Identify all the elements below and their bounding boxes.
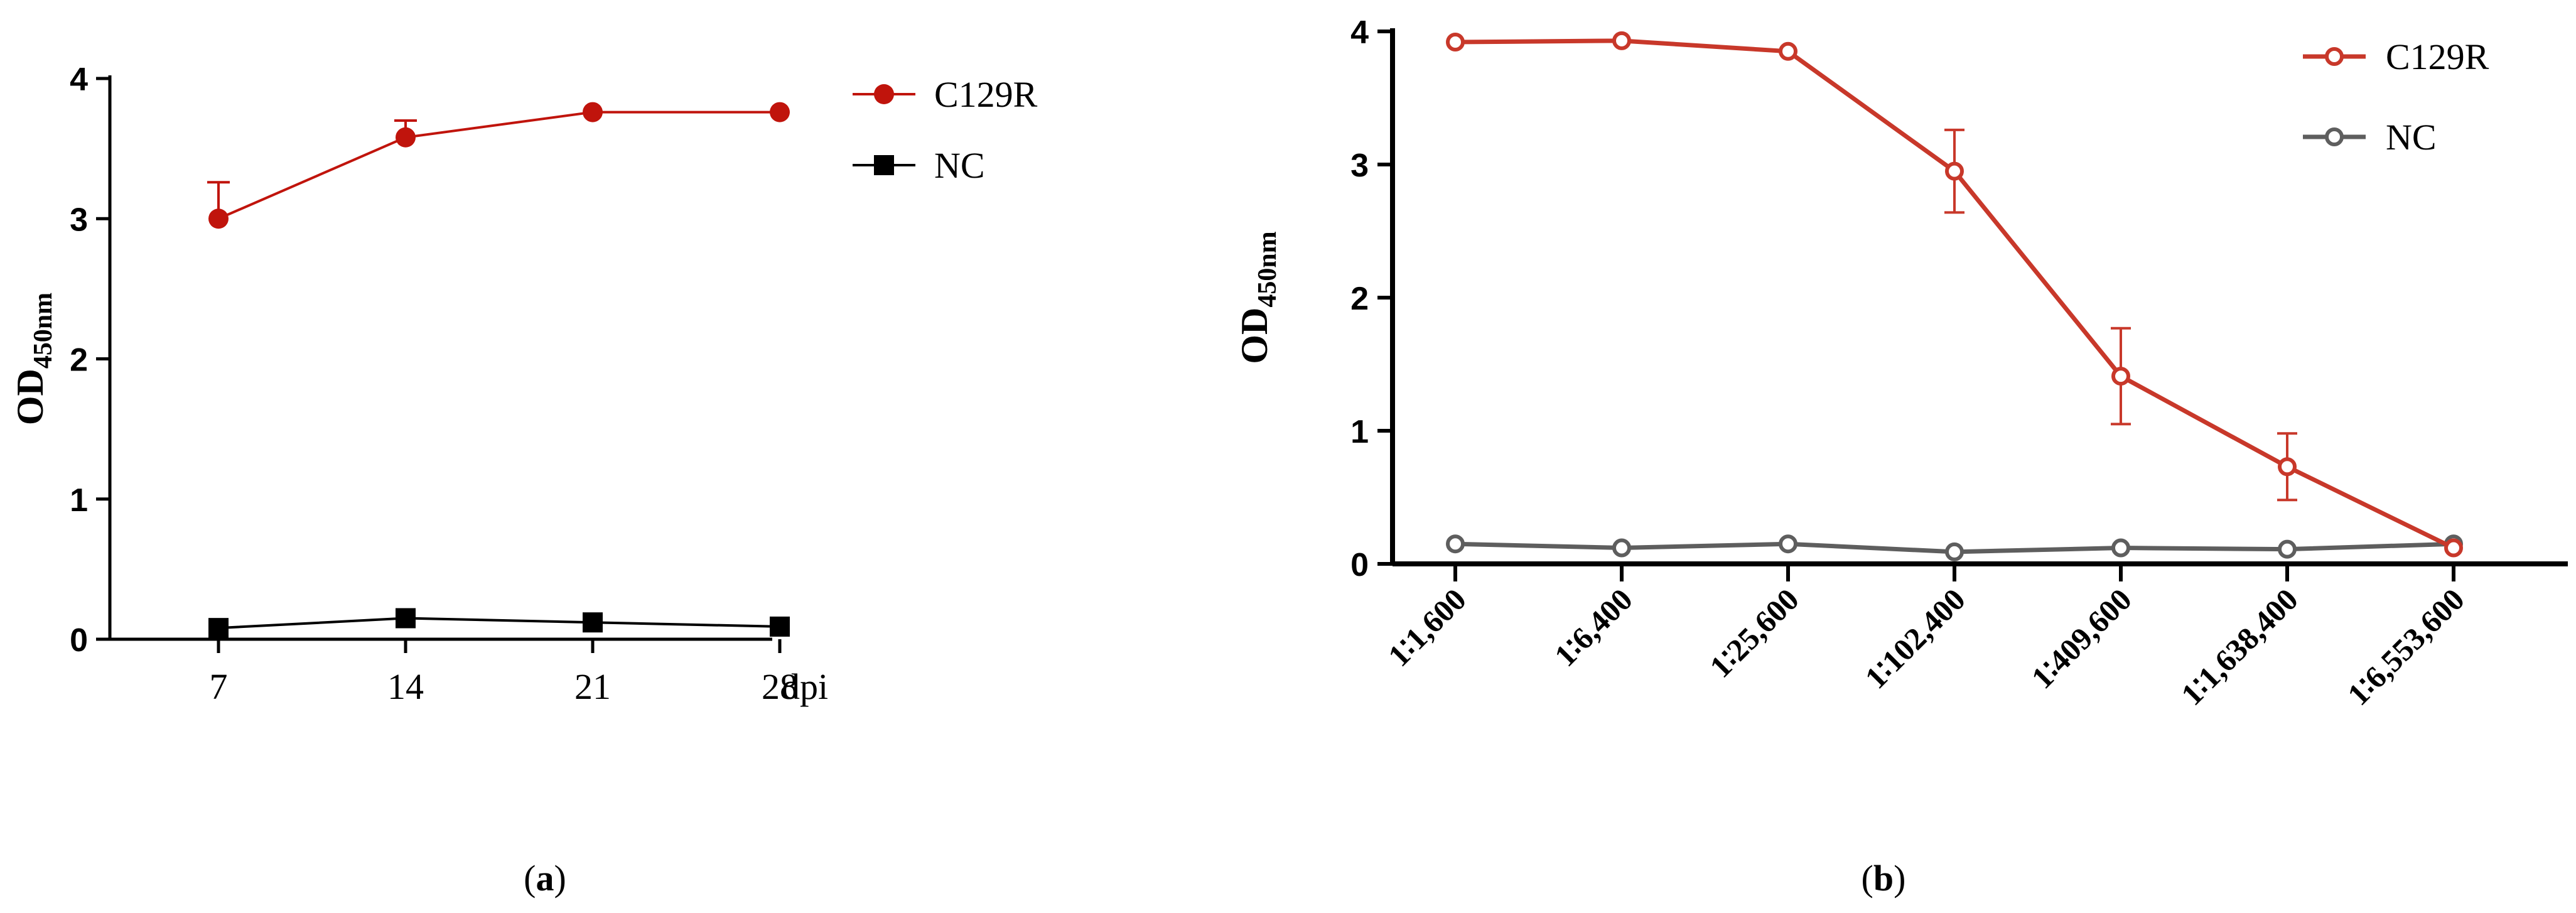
x-unit-label: dpi bbox=[782, 666, 828, 707]
y-tick-label: 1 bbox=[70, 482, 88, 519]
series-line-nc bbox=[218, 617, 780, 630]
data-point-nc bbox=[1446, 534, 1465, 554]
data-point-nc bbox=[583, 612, 603, 633]
x-tick-label: 1∶409,600 bbox=[2024, 581, 2138, 695]
x-tick-label: 1∶25,600 bbox=[1703, 581, 1806, 684]
x-tick-label: 21 bbox=[574, 666, 611, 707]
legend-marker-c129r bbox=[874, 84, 894, 104]
legend-marker-nc bbox=[874, 155, 894, 175]
x-tick-label: 1∶1,600 bbox=[1381, 581, 1473, 673]
x-tick-label: 1∶6,400 bbox=[1548, 581, 1639, 673]
data-point-nc bbox=[1779, 534, 1797, 554]
x-tick-label: 7 bbox=[210, 666, 228, 707]
y-tick-label: 0 bbox=[70, 622, 88, 659]
y-tick-label: 3 bbox=[1350, 148, 1369, 184]
data-point-c129r bbox=[1779, 41, 1797, 61]
legend-label-c129r: C129R bbox=[934, 74, 1038, 115]
legend-label-nc: NC bbox=[2386, 117, 2437, 158]
data-point-c129r bbox=[2444, 538, 2463, 558]
data-point-c129r bbox=[396, 127, 416, 148]
x-tick-label: 28 bbox=[762, 666, 798, 707]
y-tick-label: 2 bbox=[1350, 281, 1369, 317]
y-tick-label: 4 bbox=[70, 62, 88, 98]
x-tick-label: 1∶1,638,400 bbox=[2174, 581, 2305, 712]
data-point-nc bbox=[770, 616, 790, 637]
panel-a-caption: (a) bbox=[524, 858, 566, 899]
data-point-nc bbox=[1945, 542, 1964, 561]
y-axis-label: OD450nm bbox=[1234, 231, 1282, 364]
data-point-c129r bbox=[1945, 161, 1964, 181]
y-tick-label: 1 bbox=[1350, 414, 1369, 450]
data-point-c129r bbox=[2278, 457, 2297, 477]
series-line-c129r bbox=[1455, 38, 2455, 550]
data-point-nc bbox=[396, 608, 416, 629]
panel-b-caption: (b) bbox=[1862, 858, 1906, 899]
series-line-c129r bbox=[218, 111, 780, 220]
y-tick-label: 2 bbox=[70, 342, 88, 379]
legend-label-c129r: C129R bbox=[2386, 36, 2489, 77]
panel-b-chart: 0 1 2 3 4 1∶1,600 1∶6,400 1∶25,600 1∶102,400 1∶40… bbox=[1234, 14, 2568, 712]
y-axis-label: OD450nm bbox=[9, 293, 58, 425]
data-point-c129r bbox=[583, 102, 603, 122]
legend-label-nc: NC bbox=[934, 145, 985, 186]
legend-marker-c129r bbox=[2325, 47, 2344, 66]
data-point-c129r bbox=[1446, 32, 1465, 51]
data-point-nc bbox=[2111, 538, 2130, 558]
data-point-c129r bbox=[770, 102, 790, 122]
x-tick-label: 1∶6,553,600 bbox=[2341, 581, 2471, 712]
data-point-c129r bbox=[2111, 367, 2130, 386]
y-tick-label: 0 bbox=[1350, 547, 1369, 583]
y-tick-label: 3 bbox=[70, 202, 88, 238]
y-tick-label: 4 bbox=[1350, 14, 1369, 51]
data-point-nc bbox=[2278, 539, 2297, 559]
data-point-nc bbox=[1612, 538, 1631, 558]
legend-marker-nc bbox=[2325, 127, 2344, 146]
data-point-c129r bbox=[208, 208, 229, 229]
x-tick-label: 14 bbox=[387, 666, 424, 707]
data-point-c129r bbox=[1612, 31, 1631, 50]
data-point-nc bbox=[208, 618, 229, 639]
x-tick-label: 1∶102,400 bbox=[1858, 581, 1971, 695]
